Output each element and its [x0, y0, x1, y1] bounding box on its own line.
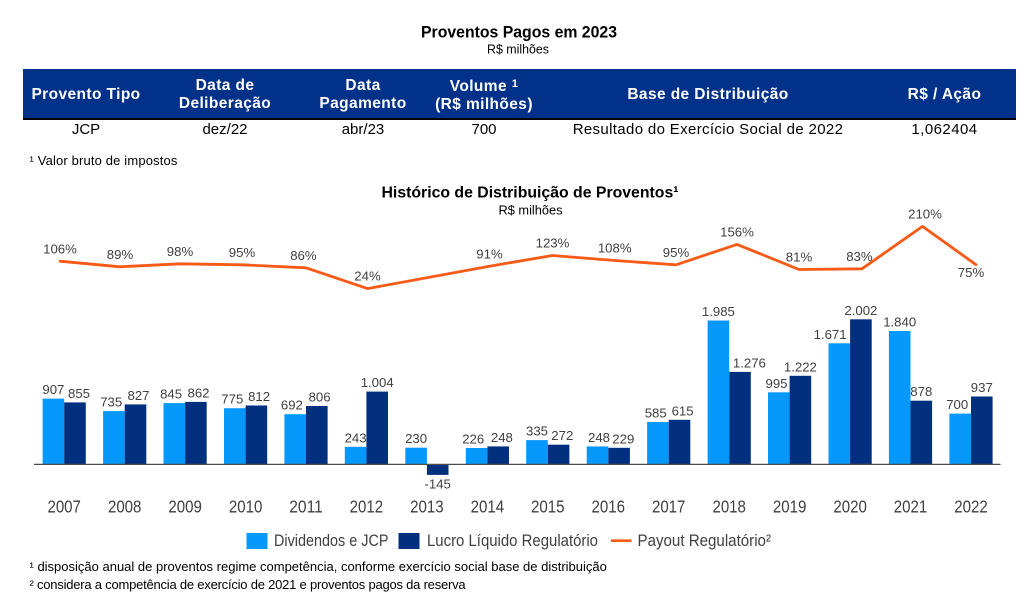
svg-text:700: 700	[946, 397, 968, 412]
svg-text:335: 335	[526, 424, 548, 439]
svg-text:862: 862	[187, 385, 209, 400]
svg-text:845: 845	[160, 387, 182, 402]
svg-text:2021: 2021	[894, 496, 928, 516]
svg-text:2011: 2011	[289, 496, 323, 516]
svg-text:2.002: 2.002	[844, 303, 877, 318]
svg-text:937: 937	[971, 380, 993, 395]
svg-text:R$ milhões: R$ milhões	[487, 43, 549, 57]
svg-text:585: 585	[645, 406, 667, 421]
svg-text:2022: 2022	[954, 496, 988, 516]
svg-text:2013: 2013	[410, 496, 444, 516]
svg-text:735: 735	[100, 395, 122, 410]
svg-text:Histórico de Distribuição de P: Histórico de Distribuição de Proventos¹	[382, 184, 679, 201]
svg-text:24%: 24%	[354, 269, 381, 284]
svg-text:1.840: 1.840	[883, 315, 916, 330]
svg-text:2015: 2015	[531, 496, 565, 516]
svg-text:2014: 2014	[471, 496, 505, 516]
svg-text:806: 806	[309, 390, 331, 405]
svg-text:210%: 210%	[908, 207, 942, 222]
svg-text:229: 229	[612, 431, 634, 446]
svg-text:615: 615	[672, 403, 694, 418]
svg-text:827: 827	[127, 388, 149, 403]
svg-text:1.276: 1.276	[733, 355, 766, 370]
svg-text:243: 243	[345, 430, 367, 445]
svg-text:230: 230	[405, 431, 427, 446]
svg-text:248: 248	[491, 430, 513, 445]
svg-text:123%: 123%	[536, 236, 570, 251]
svg-text:R$ milhões: R$ milhões	[499, 203, 563, 217]
svg-text:2020: 2020	[833, 496, 867, 516]
svg-text:Payout Regulatório²: Payout Regulatório²	[638, 531, 772, 550]
svg-text:2008: 2008	[108, 496, 142, 516]
svg-text:812: 812	[248, 389, 270, 404]
svg-text:2019: 2019	[773, 496, 807, 516]
svg-text:Proventos Pagos em 2023: Proventos Pagos em 2023	[421, 22, 617, 41]
svg-text:995: 995	[765, 376, 787, 391]
svg-text:2018: 2018	[712, 496, 746, 516]
svg-text:95%: 95%	[663, 245, 690, 260]
svg-text:692: 692	[281, 398, 303, 413]
svg-text:2009: 2009	[168, 496, 202, 516]
svg-text:108%: 108%	[598, 241, 632, 256]
svg-text:98%: 98%	[167, 244, 194, 259]
svg-text:272: 272	[551, 428, 573, 443]
svg-text:91%: 91%	[476, 246, 503, 261]
svg-text:89%: 89%	[107, 247, 134, 262]
svg-text:2010: 2010	[229, 496, 263, 516]
svg-text:Dividendos e JCP: Dividendos e JCP	[274, 531, 389, 550]
svg-text:75%: 75%	[958, 265, 985, 280]
svg-text:Lucro Líquido Regulatório: Lucro Líquido Regulatório	[427, 531, 598, 550]
svg-text:226: 226	[462, 432, 484, 447]
svg-text:86%: 86%	[290, 248, 317, 263]
svg-text:2007: 2007	[47, 496, 81, 516]
svg-text:2016: 2016	[592, 496, 626, 516]
svg-text:2012: 2012	[350, 496, 384, 516]
svg-text:95%: 95%	[229, 245, 256, 260]
svg-text:1.222: 1.222	[784, 359, 817, 374]
svg-text:1.671: 1.671	[814, 327, 847, 342]
svg-text:2017: 2017	[652, 496, 686, 516]
svg-text:907: 907	[42, 382, 64, 397]
svg-text:106%: 106%	[43, 241, 77, 256]
svg-text:1.004: 1.004	[361, 375, 394, 390]
svg-text:-145: -145	[424, 476, 450, 491]
svg-text:81%: 81%	[786, 250, 813, 265]
svg-text:1.985: 1.985	[702, 304, 735, 319]
svg-text:878: 878	[910, 384, 932, 399]
svg-text:83%: 83%	[846, 249, 873, 264]
svg-text:855: 855	[68, 386, 90, 401]
svg-text:248: 248	[588, 430, 610, 445]
svg-text:156%: 156%	[720, 225, 754, 240]
svg-text:775: 775	[221, 392, 243, 407]
